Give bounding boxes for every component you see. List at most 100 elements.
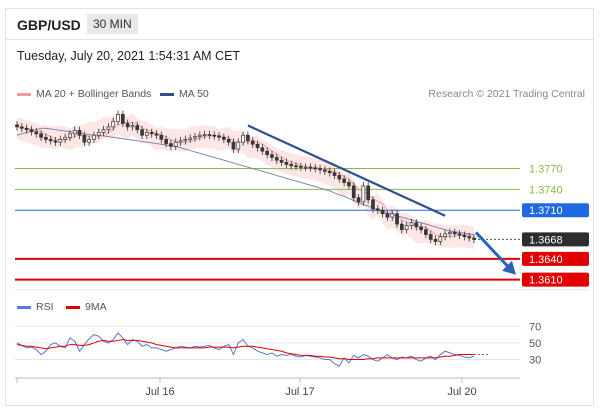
bollinger-swatch bbox=[17, 92, 31, 96]
candle-body bbox=[207, 134, 212, 136]
candle-body bbox=[82, 134, 87, 143]
candle-body bbox=[77, 130, 82, 136]
time-axis: Jul 16 Jul 17 Jul 20 bbox=[15, 377, 520, 398]
candle-body bbox=[53, 140, 58, 143]
candle-body bbox=[438, 236, 443, 242]
price-panel: 1.3770 1.3740 1.3710 1.3668 1.3640 1.3610 bbox=[15, 110, 589, 287]
candle-body bbox=[29, 129, 34, 133]
candle-body bbox=[255, 143, 260, 149]
level-badge-1-3710 bbox=[522, 203, 589, 218]
candle-body bbox=[96, 132, 101, 136]
candle-body bbox=[337, 175, 342, 180]
candle-body bbox=[246, 134, 250, 142]
candle-body bbox=[173, 141, 178, 147]
candle-body bbox=[130, 125, 135, 128]
candle-body bbox=[279, 159, 284, 163]
legend-ma50: MA 50 bbox=[160, 88, 209, 100]
candle-body bbox=[68, 133, 72, 138]
candle-body bbox=[366, 185, 371, 201]
candle-body bbox=[270, 154, 274, 158]
candle-body bbox=[375, 208, 380, 211]
candle-body bbox=[298, 166, 303, 168]
candle-body bbox=[390, 213, 395, 218]
candle-body bbox=[318, 168, 322, 171]
candle-body bbox=[58, 139, 63, 143]
candle-body bbox=[236, 141, 241, 150]
rsi-panel: 70 50 30 bbox=[15, 321, 541, 367]
candle-body bbox=[87, 139, 92, 143]
candle-body bbox=[183, 139, 188, 142]
candle-body bbox=[197, 134, 202, 137]
legend-rsi: RSI bbox=[17, 301, 54, 313]
candle-body bbox=[48, 139, 53, 142]
candle-body bbox=[15, 124, 19, 128]
candle-body bbox=[116, 114, 120, 122]
bollinger-band bbox=[17, 112, 474, 250]
candle-body bbox=[188, 137, 193, 140]
candle-body bbox=[44, 136, 48, 140]
candle-body bbox=[308, 166, 313, 169]
candle-body bbox=[452, 232, 457, 235]
x-tick-label: Jul 17 bbox=[285, 386, 314, 398]
level-badge-1-3668 bbox=[522, 232, 589, 247]
legend-bollinger: MA 20 + Bollinger Bands bbox=[17, 88, 151, 100]
symbol-label: GBP/USD bbox=[17, 17, 81, 33]
level-label-1-3668: 1.3668 bbox=[529, 234, 563, 246]
candle-body bbox=[250, 140, 255, 145]
candle-body bbox=[34, 131, 39, 135]
candle-body bbox=[443, 233, 447, 237]
chart-datetime: Tuesday, July 20, 2021 1:54:31 AM CET bbox=[17, 49, 241, 63]
candle-body bbox=[313, 167, 318, 170]
legend-9ma: 9MA bbox=[66, 301, 107, 313]
candle-body bbox=[19, 126, 24, 129]
candle-body bbox=[385, 213, 390, 218]
candle-body bbox=[303, 166, 308, 169]
candle-body bbox=[39, 133, 43, 138]
candle-body bbox=[159, 134, 164, 140]
research-credit: Research © 2021 Trading Central bbox=[428, 88, 585, 100]
legend-9ma-label: 9MA bbox=[85, 301, 107, 313]
candle-body bbox=[24, 127, 29, 131]
candle-body bbox=[361, 185, 366, 203]
candle-body bbox=[193, 136, 197, 139]
candle-body bbox=[327, 170, 332, 174]
candle-body bbox=[284, 161, 289, 165]
candle-body bbox=[202, 134, 207, 136]
candle-body bbox=[428, 234, 433, 240]
legend-ma50-label: MA 50 bbox=[179, 88, 209, 100]
rsi-tick-70: 70 bbox=[529, 321, 541, 333]
candle-body bbox=[414, 222, 419, 228]
candle-body bbox=[178, 140, 183, 143]
candle-body bbox=[231, 141, 236, 150]
candle-body bbox=[399, 223, 404, 231]
candle-body bbox=[164, 139, 168, 144]
candle-body bbox=[409, 222, 414, 226]
candle-body bbox=[424, 229, 428, 235]
candle-body bbox=[260, 147, 265, 152]
candle-body bbox=[332, 172, 337, 176]
candle-body bbox=[222, 136, 226, 140]
rsi-ma9-line bbox=[16, 339, 474, 361]
candle-body bbox=[72, 130, 77, 135]
candle-body bbox=[433, 239, 438, 242]
candle-body bbox=[371, 199, 375, 210]
legend-bollinger-label: MA 20 + Bollinger Bands bbox=[36, 88, 152, 100]
x-tick-label: Jul 16 bbox=[145, 386, 174, 398]
candle-body bbox=[140, 129, 144, 136]
candle-body bbox=[120, 114, 125, 124]
candle-body bbox=[265, 150, 269, 156]
candle-body bbox=[274, 157, 279, 161]
rsi-swatch bbox=[17, 305, 31, 309]
level-label-1-3710: 1.3710 bbox=[529, 205, 563, 217]
candle-body bbox=[404, 225, 409, 231]
candle-body bbox=[457, 233, 462, 236]
level-badge-1-3610 bbox=[522, 272, 589, 287]
chart-header: GBP/USD 30 MIN bbox=[5, 8, 594, 40]
candle-body bbox=[342, 178, 346, 183]
timeframe-badge[interactable]: 30 MIN bbox=[87, 14, 138, 34]
candle-body bbox=[92, 134, 96, 140]
forecast-arrow-shaft bbox=[474, 231, 514, 272]
candle-body bbox=[101, 129, 106, 133]
candle-body bbox=[145, 132, 149, 136]
